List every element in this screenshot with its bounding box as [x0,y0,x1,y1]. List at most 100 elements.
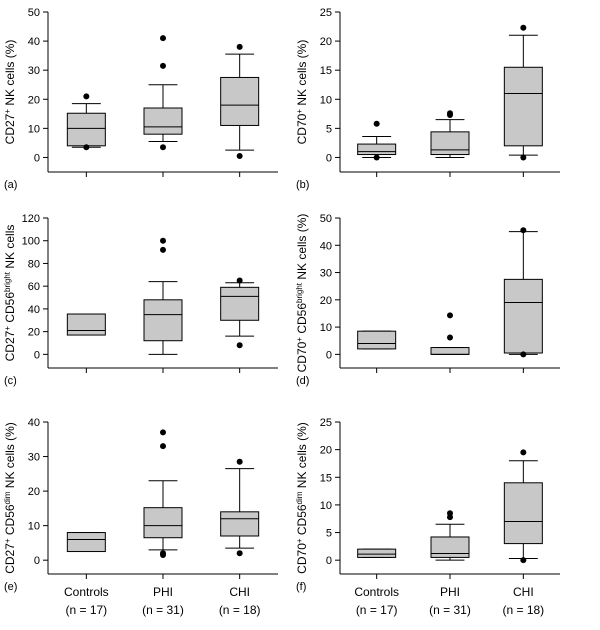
outlier-point [236,43,243,50]
y-tick-label: 10 [320,500,332,512]
x-group-label: Controls [354,585,399,599]
y-tick-label: 120 [22,213,40,225]
panel-label: (d) [296,375,309,387]
y-tick-label: 40 [28,304,40,316]
y-tick-label: 5 [326,528,332,540]
y-tick-label: 10 [28,521,40,533]
y-axis-label: CD70+ CD56dim NK cells (%) [295,422,310,574]
outlier-point [447,334,453,341]
box-iqr [357,548,397,558]
x-group-label: CHI [513,585,534,599]
y-tick-label: 40 [28,36,40,48]
x-group-count: (n = 18) [502,603,544,617]
panel-e: 0 10 20 30 40 CD27+ CD56dim NK cells (%) (e) Co… [3,417,278,617]
box-phi [430,312,470,355]
box-phi [143,35,183,151]
panel-label: (e) [4,581,17,593]
outlier-point [520,227,527,234]
box-phi [430,110,470,158]
panel-d: 0 10 20 30 40 50 CD70+ CD56bright NK cells (%)… [295,213,560,387]
box-iqr [357,143,397,156]
y-tick-label: 0 [34,555,40,567]
y-tick-label: 20 [320,445,332,457]
y-tick-label: 25 [320,7,332,19]
outlier-point [520,557,527,564]
x-group-count: (n = 17) [65,603,107,617]
y-tick-label: 80 [28,258,40,270]
y-axis-label: CD70+ NK cells (%) [295,40,310,145]
x-group-count: (n = 31) [429,603,471,617]
box-chi [503,24,543,161]
outlier-point [520,449,527,456]
box-controls [66,93,106,151]
box-chi [503,227,543,358]
box-chi [220,458,260,557]
box-phi [430,510,470,561]
outlier-point [160,246,166,253]
y-tick-label: 20 [28,94,40,106]
box-chi [503,449,543,564]
y-tick-label: 60 [28,281,40,293]
box-iqr [220,286,260,321]
box-iqr [503,482,543,545]
outlier-point [520,24,527,31]
box-iqr [220,511,260,537]
y-tick-label: 0 [326,152,332,164]
box-iqr [143,107,183,135]
outlier-point [236,550,243,557]
x-group-label: PHI [440,585,460,599]
y-tick-label: 50 [28,7,40,19]
x-group-count: (n = 31) [142,603,184,617]
box-controls [357,330,397,350]
x-group-count: (n = 17) [356,603,398,617]
y-tick-label: 0 [34,349,40,361]
box-controls [357,120,397,161]
y-tick-label: 0 [34,152,40,164]
outlier-point [160,429,166,436]
x-group-label: CHI [229,585,250,599]
box-controls [66,532,106,553]
outlier-point [160,35,166,42]
outlier-point [447,510,453,517]
panel-f: 0 5 10 15 20 25 CD70+ CD56dim NK cells (%) (f) C… [295,417,560,617]
box-iqr [430,347,470,355]
y-axis-label: CD70+ CD56bright NK cells (%) [295,214,310,373]
y-tick-label: 20 [320,295,332,307]
outlier-point [373,120,380,127]
box-iqr [430,536,470,558]
y-axis-label: CD27+ CD56dim NK cells (%) [3,422,18,574]
box-controls [357,548,397,558]
y-tick-label: 100 [22,236,40,248]
outlier-point [236,153,243,159]
y-tick-label: 15 [320,65,332,77]
y-tick-label: 40 [28,417,40,429]
outlier-point [83,93,90,100]
y-tick-label: 30 [28,65,40,77]
panel-label: (a) [4,179,17,191]
outlier-point [160,144,166,151]
panel-label: (f) [296,581,306,593]
outlier-point [520,351,527,358]
box-controls [66,313,106,336]
outlier-point [83,144,90,151]
outlier-point [236,277,243,284]
y-tick-label: 30 [28,452,40,464]
panel-c: 0 20 40 60 80 100 120 CD27+ CD56bright NK cells… [3,213,278,387]
box-phi [143,237,183,355]
y-tick-label: 10 [28,123,40,135]
box-iqr [220,76,260,126]
y-tick-label: 10 [320,322,332,334]
box-chi [220,43,260,159]
outlier-point [447,312,453,319]
panel-b: 0 5 10 15 20 25 CD70+ NK cells (%) (b) [295,7,560,191]
y-tick-label: 40 [320,240,332,252]
box-iqr [143,507,183,539]
box-iqr [503,66,543,147]
x-group-count: (n = 18) [219,603,261,617]
y-tick-label: 20 [28,327,40,339]
box-iqr [503,278,543,354]
outlier-point [447,110,453,117]
box-chi [220,277,260,349]
y-tick-label: 30 [320,268,332,280]
